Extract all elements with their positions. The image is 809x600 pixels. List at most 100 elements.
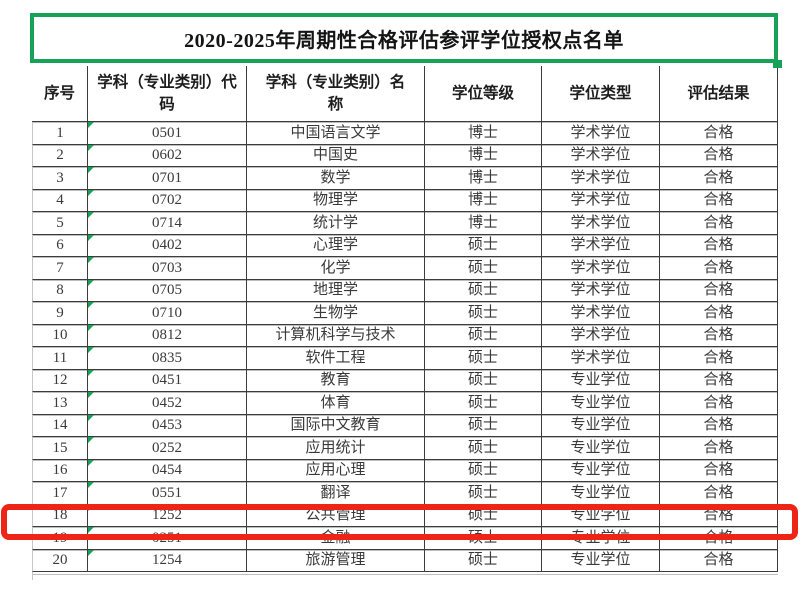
result-cell: 合格 xyxy=(660,212,778,235)
name-cell: 物理学 xyxy=(247,189,425,212)
seq-cell: 18 xyxy=(32,504,88,527)
seq-cell: 8 xyxy=(32,279,88,302)
col-header-code: 学科（专业类别）代 码 xyxy=(88,66,247,122)
name-cell: 应用心理 xyxy=(247,459,425,482)
name-cell: 体育 xyxy=(247,392,425,415)
excel-text-flag-triangle-icon xyxy=(88,144,94,151)
result-cell: 合格 xyxy=(660,392,778,415)
code-cell: 0454 xyxy=(88,459,247,482)
excel-text-flag-triangle-icon xyxy=(88,482,94,488)
result-cell: 合格 xyxy=(660,234,778,257)
table-row: 1 0501 中国语言文学 博士 学术学位 合格 xyxy=(32,122,778,145)
page-title: 2020-2025年周期性合格评估参评学位授权点名单 xyxy=(184,29,624,52)
code-cell: 1254 xyxy=(88,549,247,572)
name-cell: 金融 xyxy=(247,527,425,550)
seq-cell: 11 xyxy=(32,347,88,370)
seq-cell: 19 xyxy=(32,527,88,550)
code-cell: 0702 xyxy=(88,189,247,212)
col-header-type: 学位类型 xyxy=(542,66,660,122)
table-row: 2 0602 中国史 博士 学术学位 合格 xyxy=(32,144,778,167)
type-cell: 学术学位 xyxy=(542,167,660,190)
result-cell: 合格 xyxy=(660,414,778,437)
type-cell: 专业学位 xyxy=(542,414,660,437)
level-cell: 硕士 xyxy=(425,392,542,415)
seq-cell: 20 xyxy=(32,549,88,572)
table-row: 12 0451 教育 硕士 专业学位 合格 xyxy=(32,369,778,392)
name-cell: 翻译 xyxy=(247,482,425,505)
result-cell: 合格 xyxy=(660,369,778,392)
excel-text-flag-triangle-icon xyxy=(88,302,94,308)
level-cell: 硕士 xyxy=(425,527,542,550)
table-row: 10 0812 计算机科学与技术 硕士 学术学位 合格 xyxy=(32,324,778,347)
name-cell: 中国史 xyxy=(247,144,425,167)
table-header-row: 序号 学科（专业类别）代 码 学科（专业类别）名 称 学位等级 学位类型 评估结… xyxy=(32,66,778,122)
level-cell: 硕士 xyxy=(425,459,542,482)
result-cell: 合格 xyxy=(660,347,778,370)
type-cell: 专业学位 xyxy=(542,527,660,550)
excel-text-flag-triangle-icon xyxy=(88,459,94,466)
level-cell: 博士 xyxy=(425,122,542,145)
seq-cell: 9 xyxy=(32,302,88,325)
level-cell: 硕士 xyxy=(425,414,542,437)
seq-cell: 16 xyxy=(32,459,88,482)
table-row: 20 1254 旅游管理 硕士 专业学位 合格 xyxy=(32,549,778,572)
name-cell: 地理学 xyxy=(247,279,425,302)
result-cell: 合格 xyxy=(660,167,778,190)
result-cell: 合格 xyxy=(660,279,778,302)
table-bottom-ghost-line xyxy=(32,574,778,575)
type-cell: 学术学位 xyxy=(542,302,660,325)
table-row: 16 0454 应用心理 硕士 专业学位 合格 xyxy=(32,459,778,482)
code-cell: 0835 xyxy=(88,347,247,370)
type-cell: 学术学位 xyxy=(542,122,660,145)
seq-cell: 12 xyxy=(32,369,88,392)
table-row: 11 0835 软件工程 硕士 学术学位 合格 xyxy=(32,347,778,370)
table-row: 7 0703 化学 硕士 学术学位 合格 xyxy=(32,257,778,280)
level-cell: 硕士 xyxy=(425,482,542,505)
col-header-result: 评估结果 xyxy=(660,66,778,122)
excel-text-flag-triangle-icon xyxy=(88,212,94,218)
name-cell: 软件工程 xyxy=(247,347,425,370)
result-cell: 合格 xyxy=(660,504,778,527)
excel-text-flag-triangle-icon xyxy=(88,167,94,173)
seq-cell: 10 xyxy=(32,324,88,347)
type-cell: 学术学位 xyxy=(542,279,660,302)
green-box-corner-handle xyxy=(773,60,782,68)
level-cell: 硕士 xyxy=(425,504,542,527)
excel-text-flag-triangle-icon xyxy=(88,347,94,353)
table-row: 4 0702 物理学 博士 学术学位 合格 xyxy=(32,189,778,212)
type-cell: 学术学位 xyxy=(542,347,660,370)
result-cell: 合格 xyxy=(660,324,778,347)
table-row: 5 0714 统计学 博士 学术学位 合格 xyxy=(32,212,778,235)
level-cell: 硕士 xyxy=(425,324,542,347)
name-cell: 公共管理 xyxy=(247,504,425,527)
table-row: 14 0453 国际中文教育 硕士 专业学位 合格 xyxy=(32,414,778,437)
code-cell: 0453 xyxy=(88,414,247,437)
col-header-name: 学科（专业类别）名 称 xyxy=(247,66,425,122)
code-cell: 0602 xyxy=(88,144,247,167)
table-body: 1 0501 中国语言文学 博士 学术学位 合格 2 0602 中国史 博士 学术学位 合格 3 0701… xyxy=(32,122,778,572)
excel-text-flag-triangle-icon xyxy=(88,437,94,443)
seq-cell: 4 xyxy=(32,189,88,212)
level-cell: 硕士 xyxy=(425,302,542,325)
name-cell: 应用统计 xyxy=(247,437,425,460)
excel-text-flag-triangle-icon xyxy=(88,324,94,331)
name-cell: 国际中文教育 xyxy=(247,414,425,437)
level-cell: 硕士 xyxy=(425,234,542,257)
table-row: 6 0402 心理学 硕士 学术学位 合格 xyxy=(32,234,778,257)
code-cell: 0551 xyxy=(88,482,247,505)
type-cell: 专业学位 xyxy=(542,482,660,505)
excel-text-flag-triangle-icon xyxy=(88,279,94,286)
level-cell: 硕士 xyxy=(425,437,542,460)
type-cell: 学术学位 xyxy=(542,212,660,235)
excel-text-flag-triangle-icon xyxy=(88,392,94,398)
code-cell: 0714 xyxy=(88,212,247,235)
type-cell: 学术学位 xyxy=(542,324,660,347)
table-row: 17 0551 翻译 硕士 专业学位 合格 xyxy=(32,482,778,505)
type-cell: 专业学位 xyxy=(542,392,660,415)
code-cell: 0451 xyxy=(88,369,247,392)
code-cell: 0812 xyxy=(88,324,247,347)
table-row-highlighted: 18 1252 公共管理 硕士 专业学位 合格 xyxy=(32,504,778,527)
excel-text-flag-triangle-icon xyxy=(88,369,94,376)
name-cell: 生物学 xyxy=(247,302,425,325)
level-cell: 博士 xyxy=(425,167,542,190)
